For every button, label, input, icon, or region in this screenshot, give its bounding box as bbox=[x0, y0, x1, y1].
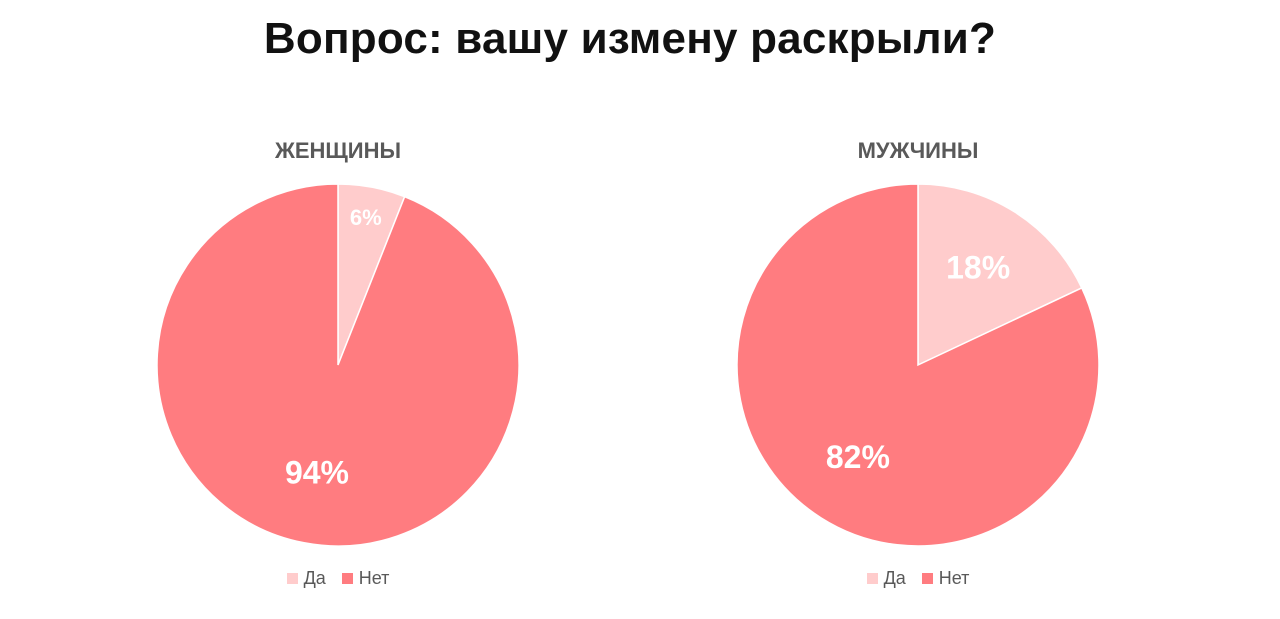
legend-women: Да Нет bbox=[138, 568, 538, 589]
legend-label-no: Нет bbox=[358, 568, 390, 588]
legend-swatch-no bbox=[921, 573, 933, 584]
legend-item-no: Нет bbox=[341, 568, 390, 589]
legend-label-yes: Да bbox=[883, 568, 906, 588]
data-label-yes: 18% bbox=[946, 250, 1010, 286]
legend-label-no: Нет bbox=[938, 568, 970, 588]
legend-item-yes: Да bbox=[286, 568, 326, 589]
pie-slice-no bbox=[156, 183, 520, 547]
data-label-no: 94% bbox=[285, 455, 349, 491]
legend-label-yes: Да bbox=[303, 568, 326, 588]
legend-men: Да Нет bbox=[718, 568, 1118, 589]
pie-chart-men: 18% 82% bbox=[736, 183, 1100, 547]
pie-slice-yes bbox=[917, 183, 1083, 367]
chart-title-men: МУЖЧИНЫ bbox=[857, 138, 979, 163]
chart-men: МУЖЧИНЫ 18% 82% Да Нет bbox=[718, 130, 1118, 600]
chart-title-women: ЖЕНЩИНЫ bbox=[274, 138, 402, 163]
legend-item-no: Нет bbox=[921, 568, 970, 589]
data-label-yes: 6% bbox=[350, 205, 382, 230]
data-label-no: 82% bbox=[826, 439, 890, 475]
pie-chart-women: 6% 94% bbox=[156, 183, 520, 547]
legend-swatch-yes bbox=[866, 573, 878, 584]
legend-swatch-no bbox=[341, 573, 353, 584]
legend-item-yes: Да bbox=[866, 568, 906, 589]
chart-women: ЖЕНЩИНЫ 6% 94% Да Нет bbox=[138, 130, 538, 600]
pie-slice-no bbox=[736, 183, 1100, 547]
page-title: Вопрос: вашу измену раскрыли? bbox=[263, 14, 997, 63]
legend-swatch-yes bbox=[286, 573, 298, 584]
